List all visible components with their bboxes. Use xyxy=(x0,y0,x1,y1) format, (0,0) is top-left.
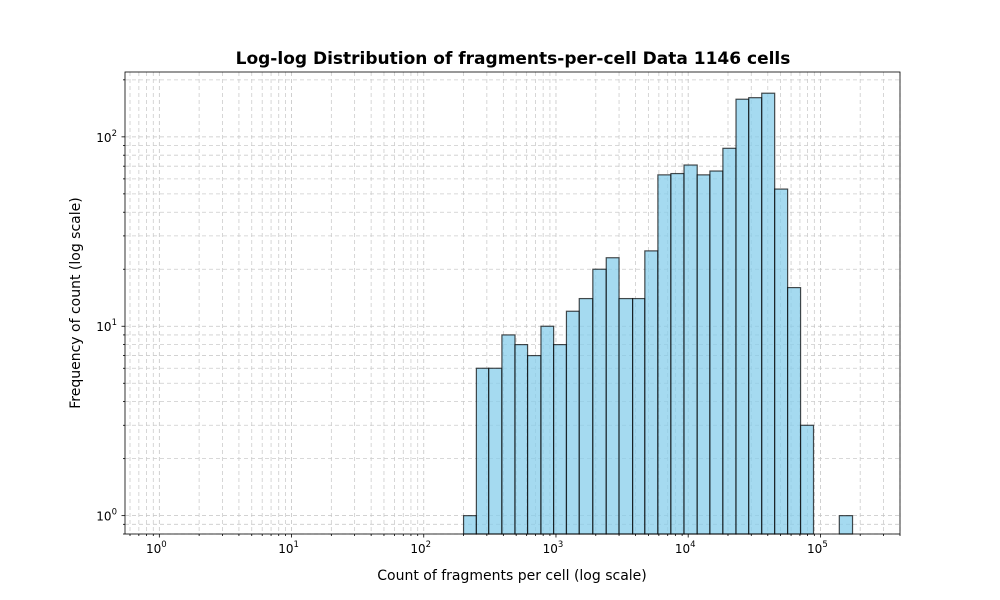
histogram-bar xyxy=(565,310,580,535)
histogram-bar xyxy=(514,344,529,535)
x-axis: 100 101 102 103 104 105 xyxy=(129,534,901,556)
y-axis: 100 101 102 xyxy=(96,79,125,535)
x-axis-label: Count of fragments per cell (log scale) xyxy=(377,568,647,584)
x-tick-label: 101 xyxy=(278,540,299,556)
histogram-bar xyxy=(722,147,737,535)
y-tick-label: 101 xyxy=(96,318,117,334)
histogram-bar xyxy=(578,297,594,535)
histogram-bar xyxy=(774,188,789,535)
histogram-bar xyxy=(748,97,763,535)
histogram-bar xyxy=(799,424,815,535)
histogram-bar xyxy=(709,170,724,535)
x-tick-label: 104 xyxy=(675,540,696,556)
y-tick-label: 100 xyxy=(96,508,117,524)
x-tick-label: 103 xyxy=(543,540,564,556)
x-tick-label: 105 xyxy=(807,540,828,556)
chart-title: Log-log Distribution of fragments-per-ce… xyxy=(236,49,791,69)
histogram-bar xyxy=(592,268,607,535)
histogram-bar xyxy=(475,367,490,535)
histogram-bar xyxy=(735,98,750,535)
histogram-bar xyxy=(488,367,503,535)
histogram-bar xyxy=(605,257,620,535)
histogram-bar xyxy=(526,354,542,535)
plot-frame xyxy=(124,71,901,535)
histogram-bar xyxy=(838,515,854,535)
bars-layer xyxy=(462,92,854,535)
histogram-bar xyxy=(632,297,646,535)
histogram-bar xyxy=(553,344,568,535)
histogram-bar xyxy=(540,325,555,535)
histogram-bar xyxy=(657,174,672,535)
x-tick-label: 102 xyxy=(410,540,431,556)
y-axis-label: Frequency of count (log scale) xyxy=(68,197,84,408)
histogram-bar xyxy=(761,92,776,535)
y-tick-label: 102 xyxy=(96,129,117,145)
histogram-bar xyxy=(462,515,477,535)
x-tick-label: 100 xyxy=(146,540,167,556)
histogram-bar xyxy=(618,297,634,535)
histogram-bar xyxy=(696,174,711,535)
histogram-bar xyxy=(501,334,516,535)
histogram-bar xyxy=(683,164,698,535)
histogram-bar xyxy=(787,286,802,535)
histogram-bar xyxy=(670,172,685,535)
histogram-bar xyxy=(644,250,659,535)
